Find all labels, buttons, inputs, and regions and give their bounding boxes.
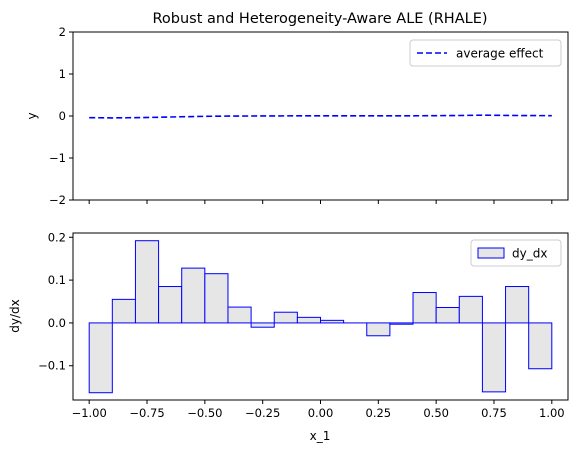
bottom-legend-swatch <box>477 247 505 259</box>
bottom-x-ticks: −1.00 −0.75 −0.50 −0.25 0.00 0.25 0.50 0.75 1.00 <box>72 400 565 420</box>
top-y-tick-label: 0 <box>59 109 66 123</box>
bottom-x-tick-label: 0.00 <box>308 406 334 420</box>
bottom-plot-area <box>88 240 553 394</box>
top-y-tick-label: 2 <box>59 25 66 39</box>
bottom-y-tick-label: 0.1 <box>48 273 66 287</box>
dy-dx-bar <box>366 322 391 337</box>
bottom-x-tick-label: −1.00 <box>72 406 107 420</box>
bottom-legend: dy_dx <box>470 239 562 267</box>
bottom-x-axis-label: x_1 <box>310 429 331 443</box>
top-panel: Robust and Heterogeneity-Aware ALE (RHAL… <box>25 11 569 207</box>
bottom-y-axis-label: dy/dx <box>8 299 22 332</box>
top-legend: average effect <box>409 39 562 67</box>
dy-dx-bar <box>181 267 206 324</box>
top-chart-title: Robust and Heterogeneity-Aware ALE (RHAL… <box>152 11 487 27</box>
dy-dx-bar <box>158 286 183 324</box>
dy-dx-bar <box>134 240 160 324</box>
bottom-x-tick-label: 1.00 <box>539 406 565 420</box>
bottom-legend-label: dy_dx <box>512 247 547 261</box>
dy-dx-bar <box>481 322 507 393</box>
bottom-legend-box <box>470 239 562 267</box>
dy-dx-bar <box>505 286 530 324</box>
dy-dx-bar <box>296 316 321 324</box>
bottom-panel: 0.2 0.1 0.0 −0.1 −1.00 −0.75 −0.50 −0.25 0.00 0.… <box>8 230 569 443</box>
bottom-y-ticks: 0.2 0.1 0.0 −0.1 <box>38 230 73 373</box>
top-y-axis-label: y <box>25 112 39 119</box>
dy-dx-bar <box>320 319 345 324</box>
bottom-x-tick-label: 0.50 <box>423 406 449 420</box>
top-x-ticks <box>88 200 553 204</box>
dy-dx-bar <box>111 298 136 324</box>
bottom-x-tick-label: −0.25 <box>245 406 280 420</box>
top-y-tick-label: 1 <box>59 67 66 81</box>
bottom-y-tick-label: 0.0 <box>48 316 66 330</box>
dy-dx-bar <box>227 306 252 324</box>
dy-dx-bar <box>458 295 483 324</box>
average-effect-line <box>89 114 552 119</box>
top-y-tick-label: −2 <box>49 193 66 207</box>
dy-dx-bar <box>528 322 553 370</box>
top-legend-label: average effect <box>456 47 544 61</box>
dy-dx-bar <box>250 322 275 328</box>
bottom-y-tick-label: 0.2 <box>48 230 66 244</box>
bottom-x-tick-label: 0.25 <box>366 406 392 420</box>
top-plot-area <box>89 114 552 119</box>
dy-dx-bar <box>204 273 229 324</box>
dy-dx-bar <box>435 307 460 324</box>
bottom-y-tick-label: −0.1 <box>38 359 66 373</box>
bottom-x-tick-label: −0.75 <box>129 406 164 420</box>
dy-dx-bar <box>88 322 113 394</box>
top-y-ticks: 2 1 0 −1 −2 <box>49 25 73 207</box>
bottom-x-tick-label: −0.50 <box>187 406 222 420</box>
top-legend-box <box>409 39 562 67</box>
dy-dx-bar <box>412 292 437 324</box>
top-y-tick-label: −1 <box>49 151 66 165</box>
dy-dx-bar <box>273 311 298 324</box>
dy-dx-bar <box>389 322 414 325</box>
bottom-x-tick-label: 0.75 <box>481 406 507 420</box>
